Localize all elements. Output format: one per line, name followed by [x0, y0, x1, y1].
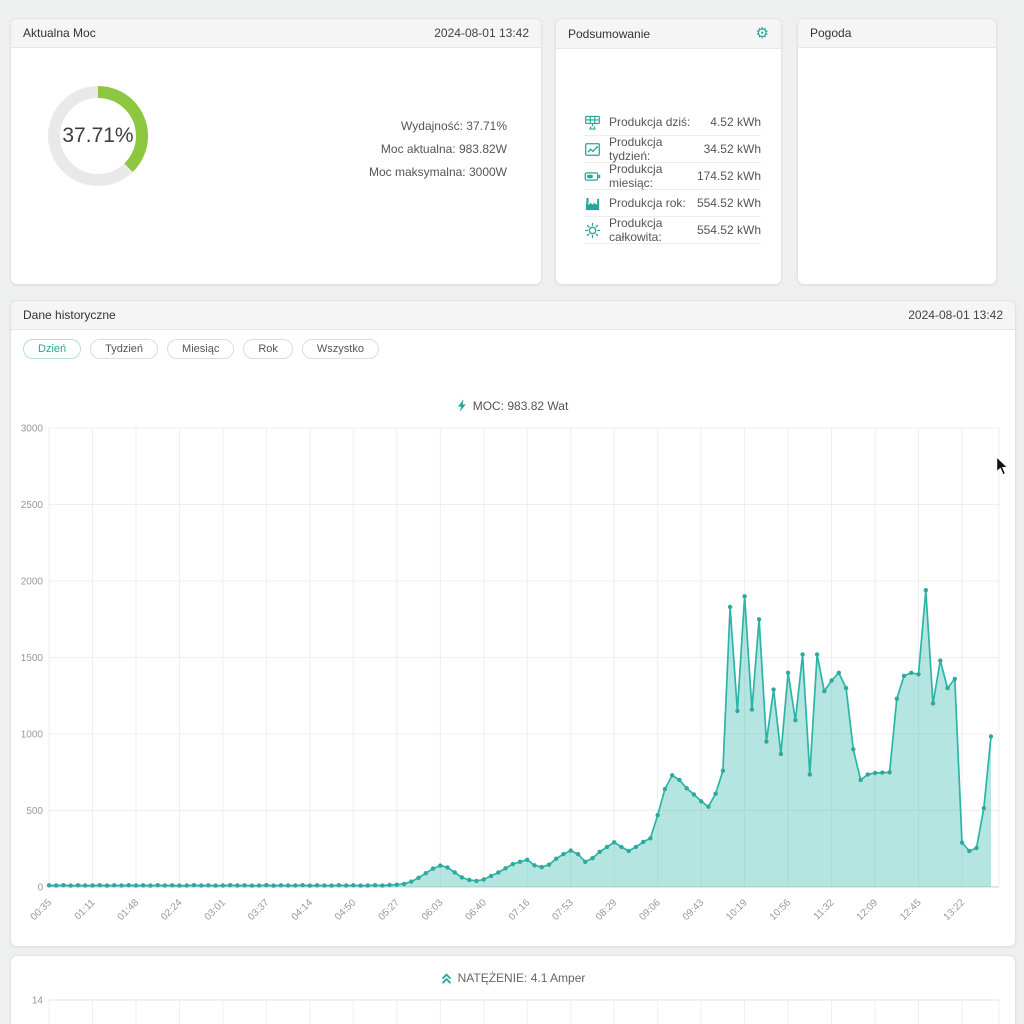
angles-up-icon	[441, 973, 451, 984]
summary-row-value: 34.52 kWh	[703, 142, 761, 156]
svg-text:00:35: 00:35	[29, 897, 55, 923]
summary-row-label: Produkcja miesiąc:	[609, 162, 663, 190]
summary-row-label: Produkcja tydzień:	[609, 135, 663, 163]
svg-text:14: 14	[32, 996, 44, 1007]
history-range-tab[interactable]: Tydzień	[90, 339, 159, 359]
summary-row: Produkcja całkowita: 554.52 kWh	[584, 216, 761, 244]
summary-row-value: 554.52 kWh	[696, 223, 761, 237]
svg-text:07:16: 07:16	[507, 897, 533, 923]
weather-title: Pogoda	[810, 26, 852, 40]
svg-text:03:01: 03:01	[203, 897, 229, 923]
svg-text:1500: 1500	[21, 653, 44, 664]
sun-icon	[584, 222, 601, 239]
summary-header: Podsumowanie ⚙	[556, 19, 781, 49]
gauge-percent-label: 37.71%	[62, 124, 134, 147]
svg-text:06:40: 06:40	[463, 897, 489, 923]
summary-row: Produkcja dziś: 4.52 kWh	[584, 109, 761, 136]
svg-text:01:11: 01:11	[73, 897, 98, 922]
svg-text:13:22: 13:22	[942, 897, 968, 923]
history-range-tab[interactable]: Wszystko	[301, 339, 379, 359]
svg-text:12:09: 12:09	[855, 897, 881, 923]
mouse-cursor	[996, 457, 1009, 476]
power-stat-line: Moc maksymalna: 3000W	[368, 165, 507, 179]
summary-row-label: Produkcja całkowita:	[609, 216, 663, 244]
current-power-title: Aktualna Moc	[23, 26, 96, 40]
efficiency-gauge: 37.71%	[43, 81, 153, 191]
svg-text:01:48: 01:48	[116, 897, 142, 923]
history-card: Dane historyczne 2024-08-01 13:42 Dzień T…	[10, 300, 1016, 947]
battery-icon	[584, 168, 601, 185]
gauge-ring	[48, 86, 148, 186]
svg-text:2500: 2500	[21, 500, 44, 511]
svg-text:10:56: 10:56	[768, 897, 794, 923]
svg-text:3000: 3000	[21, 424, 44, 435]
weather-card: Pogoda	[797, 18, 997, 285]
power-chart-title: MOC: 983.82 Wat	[11, 399, 1015, 415]
history-range-tabs: Dzień Tydzień Miesiąc Rok Wszystko	[23, 339, 1015, 359]
svg-text:08:29: 08:29	[594, 897, 620, 923]
history-range-tab[interactable]: Rok	[243, 339, 293, 359]
summary-row: Produkcja tydzień: 34.52 kWh	[584, 135, 761, 163]
weather-header: Pogoda	[798, 19, 996, 48]
svg-text:12:45: 12:45	[898, 897, 924, 923]
summary-row-label: Produkcja rok:	[609, 196, 686, 210]
svg-text:0: 0	[37, 883, 43, 894]
factory-icon	[584, 195, 601, 212]
svg-text:03:37: 03:37	[246, 897, 272, 923]
svg-text:2000: 2000	[21, 577, 44, 588]
svg-text:06:03: 06:03	[420, 897, 446, 923]
current-power-card: Aktualna Moc 2024-08-01 13:42 37.71% Wyd…	[10, 18, 542, 285]
summary-row-value: 4.52 kWh	[710, 115, 761, 129]
power-stats: Wydajność: 37.71% Moc aktualna: 983.82W Mo…	[369, 115, 507, 184]
solar-panel-icon	[584, 114, 601, 131]
summary-title: Podsumowanie	[568, 26, 651, 41]
power-stat-line: Moc aktualna: 983.82W	[380, 142, 507, 156]
svg-text:09:06: 09:06	[637, 897, 663, 923]
history-title: Dane historyczne	[23, 308, 116, 322]
line-chart-icon	[584, 141, 601, 158]
summary-row-label: Produkcja dziś:	[609, 115, 691, 129]
history-range-tab[interactable]: Dzień	[23, 339, 82, 359]
bolt-icon	[457, 399, 467, 415]
summary-row-value: 174.52 kWh	[696, 169, 761, 183]
power-stat-line: Wydajność: 37.71%	[401, 119, 507, 133]
svg-text:10:19: 10:19	[724, 897, 750, 923]
svg-text:09:43: 09:43	[681, 897, 707, 923]
svg-text:500: 500	[26, 806, 43, 817]
summary-card: Podsumowanie ⚙ Produkcja dziś: 4.52 kWh Pr…	[555, 18, 782, 285]
summary-rows: Produkcja dziś: 4.52 kWh Produkcja tydzień…	[584, 109, 761, 244]
gear-icon[interactable]: ⚙	[755, 25, 769, 42]
svg-text:04:14: 04:14	[290, 897, 316, 923]
power-chart[interactable]: 0 500 1000 1500 2000 2500 3000 00:35 01:11 01:48 0…	[11, 416, 1015, 946]
history-timestamp: 2024-08-01 13:42	[908, 308, 1003, 322]
svg-text:04:50: 04:50	[333, 897, 359, 923]
summary-row-value: 554.52 kWh	[696, 196, 761, 210]
svg-text:02:24: 02:24	[159, 897, 185, 923]
amperage-card: NATĘŻENIE: 4.1 Amper 14	[10, 955, 1016, 1024]
svg-text:1000: 1000	[21, 730, 44, 741]
summary-row: Produkcja rok: 554.52 kWh	[584, 190, 761, 217]
amperage-chart[interactable]: 14	[11, 994, 1015, 1024]
history-range-tab[interactable]: Miesiąc	[167, 339, 235, 359]
amperage-chart-title: NATĘŻENIE: 4.1 Amper	[11, 956, 1015, 985]
summary-row: Produkcja miesiąc: 174.52 kWh	[584, 162, 761, 190]
current-power-timestamp: 2024-08-01 13:42	[434, 26, 529, 40]
svg-text:11:32: 11:32	[812, 897, 837, 922]
svg-text:05:27: 05:27	[376, 897, 402, 923]
current-power-header: Aktualna Moc 2024-08-01 13:42	[11, 19, 541, 48]
history-header: Dane historyczne 2024-08-01 13:42	[11, 301, 1015, 330]
svg-text:07:53: 07:53	[550, 897, 576, 923]
